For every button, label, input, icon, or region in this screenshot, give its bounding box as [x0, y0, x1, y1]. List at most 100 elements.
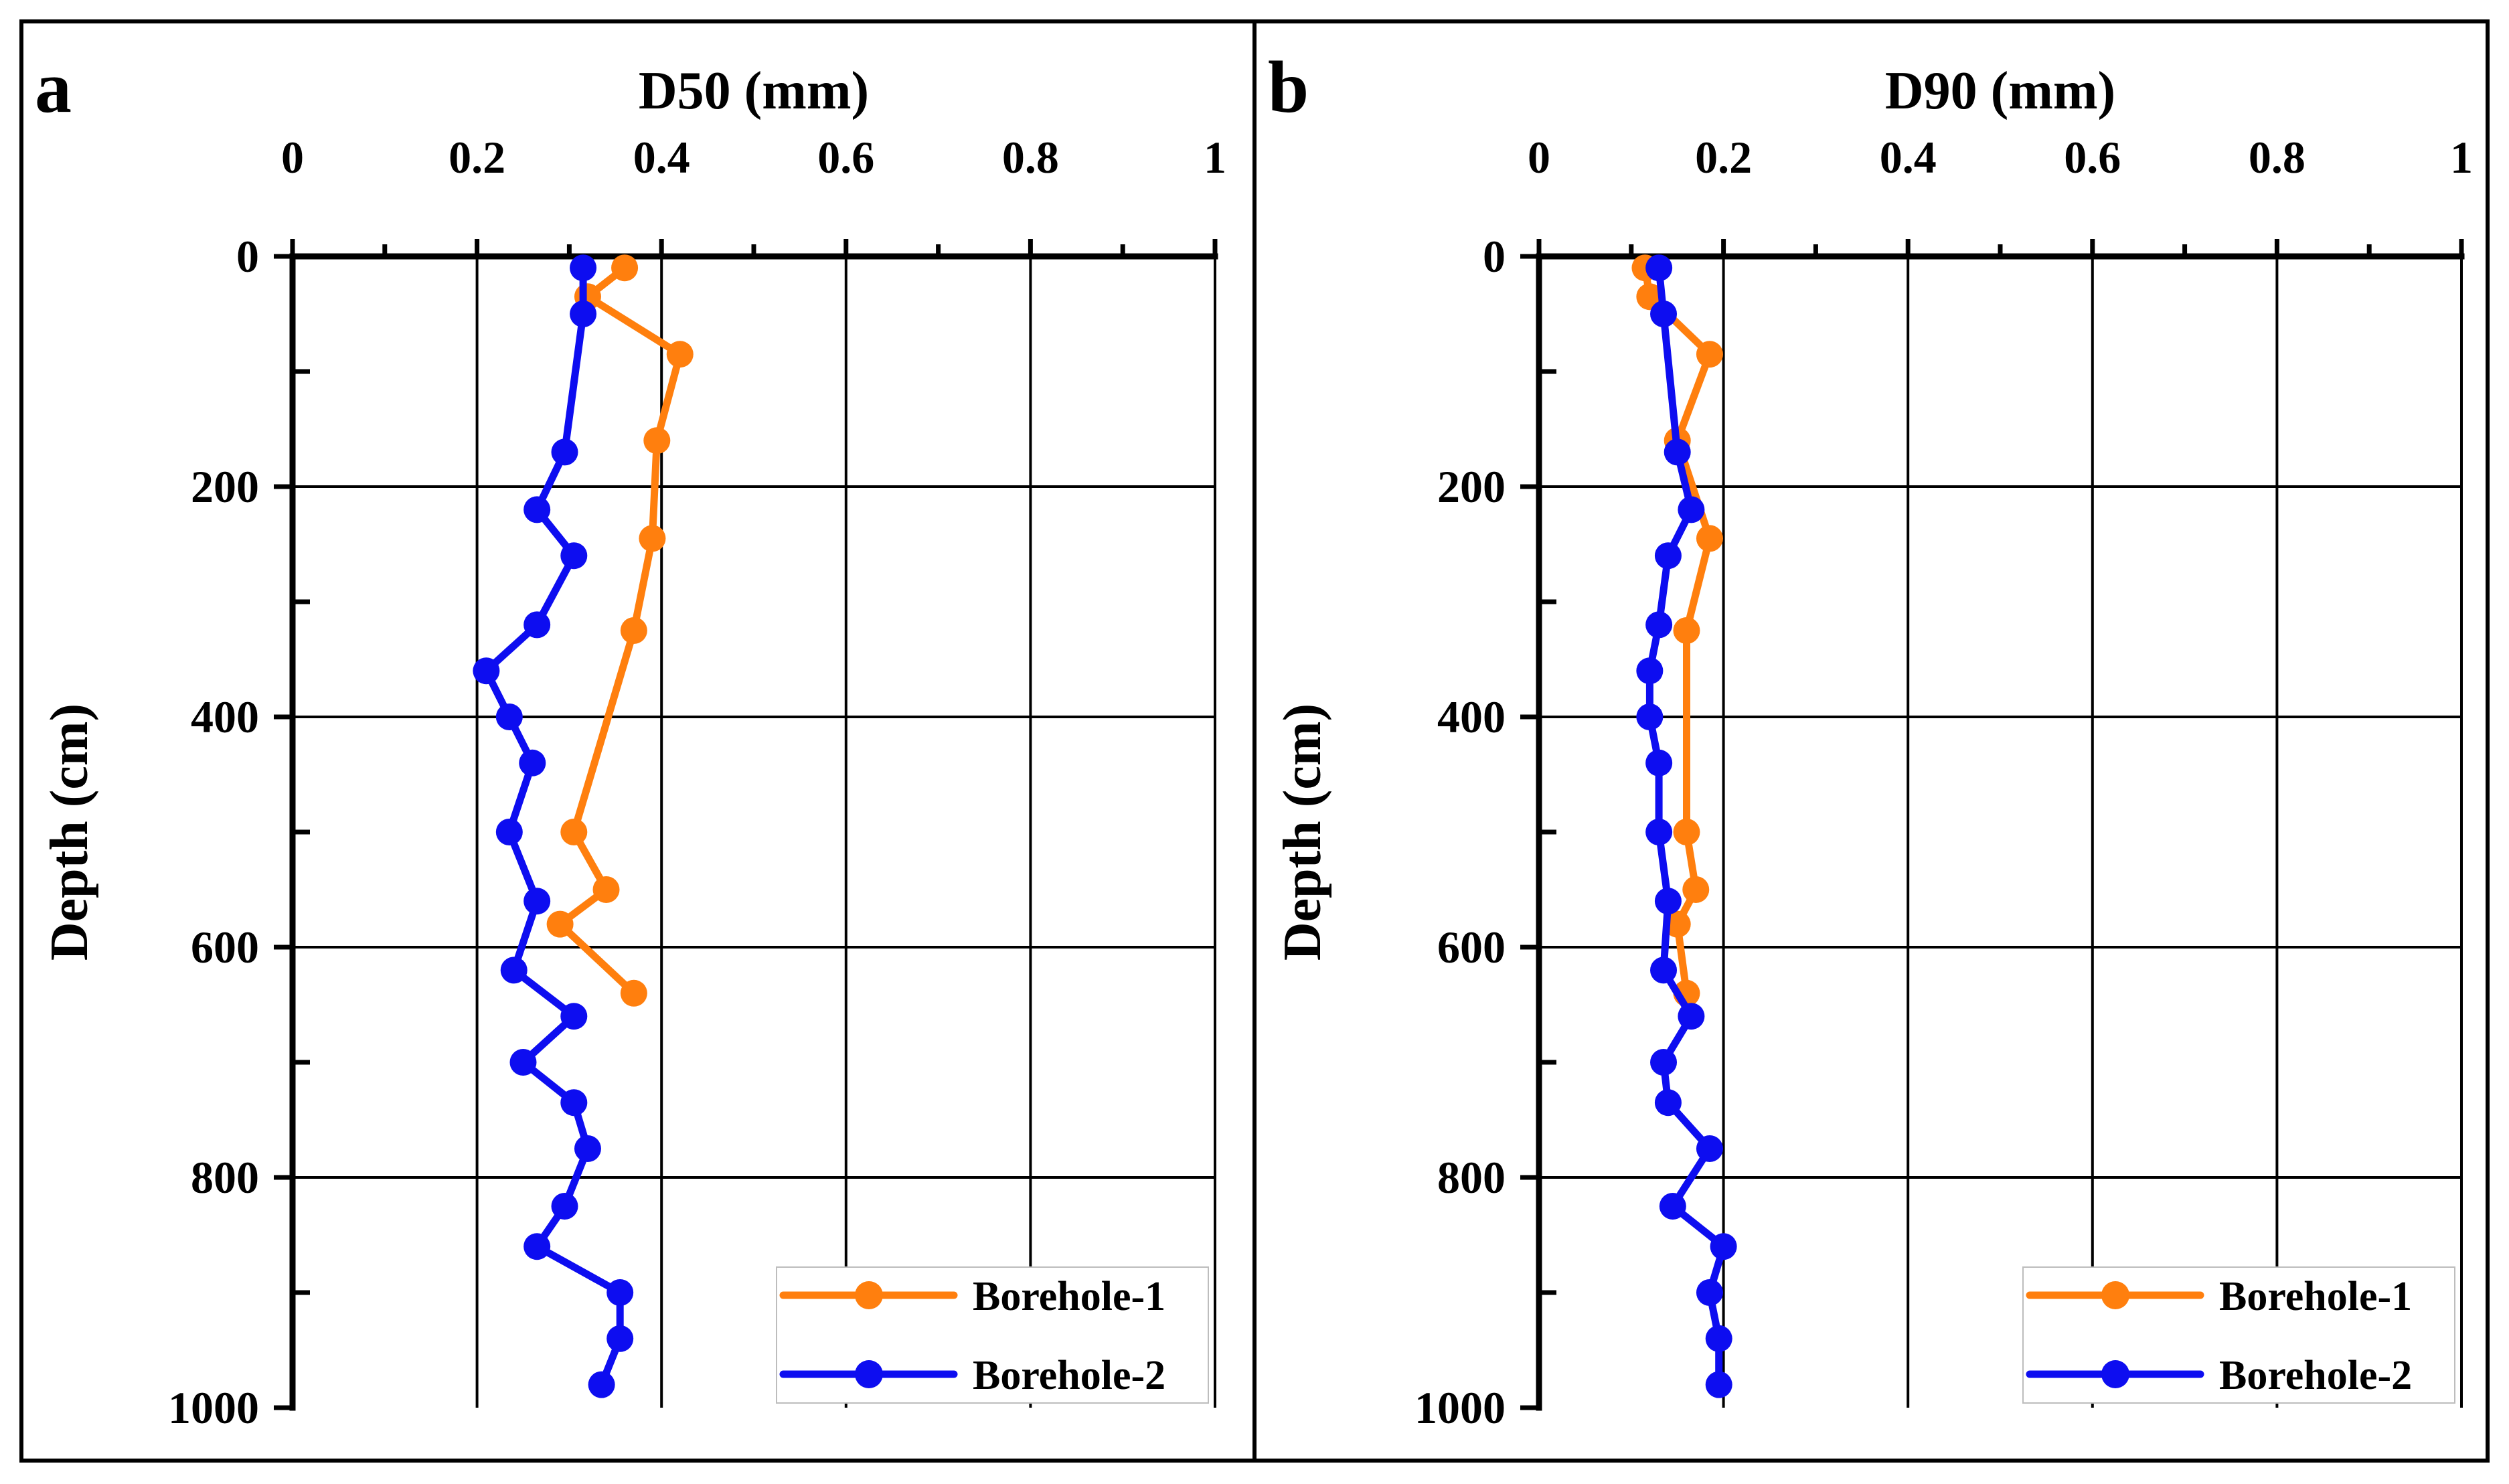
x-tick-label: 1: [2450, 132, 2473, 183]
y-tick-label: 800: [191, 1152, 259, 1203]
data-point-borehole-1: [666, 341, 694, 368]
data-point-borehole-2: [1654, 542, 1682, 570]
data-point-borehole-1: [592, 876, 620, 903]
data-point-borehole-2: [1650, 957, 1678, 984]
data-point-borehole-2: [473, 657, 500, 685]
data-point-borehole-2: [1645, 254, 1673, 282]
data-point-borehole-2: [551, 438, 578, 466]
legend-marker-borehole-2: [855, 1360, 883, 1388]
data-point-borehole-1: [1673, 617, 1700, 644]
data-point-borehole-2: [1645, 611, 1673, 639]
data-point-borehole-2: [523, 496, 551, 523]
data-point-borehole-1: [611, 254, 639, 282]
legend-box: [2022, 1266, 2455, 1404]
legend-marker-borehole-1: [855, 1281, 883, 1309]
x-axis-title: D50 (mm): [639, 62, 869, 120]
legend-marker-borehole-2: [2101, 1360, 2129, 1388]
data-point-borehole-2: [500, 957, 528, 984]
legend: Borehole-1 Borehole-2: [776, 1266, 1209, 1404]
data-point-borehole-2: [1659, 1193, 1686, 1220]
y-tick-label: 400: [191, 691, 259, 742]
legend-label-borehole-2: Borehole-2: [973, 1353, 1165, 1398]
x-tick-label: 0.8: [1002, 132, 1059, 183]
x-tick-label: 0.6: [817, 132, 874, 183]
data-point-borehole-2: [560, 1003, 588, 1030]
data-point-borehole-1: [560, 819, 588, 845]
x-tick-label: 0.4: [633, 132, 690, 183]
x-tick-label: 0.6: [2064, 132, 2121, 183]
y-tick-label: 800: [1437, 1152, 1506, 1203]
data-point-borehole-1: [1673, 819, 1700, 845]
data-point-borehole-2: [1636, 704, 1664, 730]
x-tick-label: 0.2: [449, 132, 505, 183]
y-axis-title: Depth (cm): [1273, 704, 1332, 961]
panel-a: 0 0.2 0.4 0.6 0.8 1 0 200 400 600 800 1000 a D50 (mm)…: [19, 19, 1257, 1463]
x-tick-label: 1: [1204, 132, 1226, 183]
data-point-borehole-1: [546, 910, 574, 938]
x-tick-label: 0.8: [2249, 132, 2305, 183]
data-point-borehole-2: [1636, 657, 1664, 685]
legend-label-borehole-2: Borehole-2: [2219, 1353, 2412, 1398]
x-tick-label: 0.4: [1880, 132, 1937, 183]
y-tick-label: 600: [191, 922, 259, 973]
data-point-borehole-2: [1678, 1003, 1705, 1030]
data-point-borehole-2: [570, 301, 597, 327]
x-tick-label: 0: [1528, 132, 1550, 183]
data-point-borehole-2: [1705, 1325, 1732, 1352]
data-point-borehole-2: [519, 749, 546, 776]
data-point-borehole-2: [1696, 1135, 1723, 1162]
y-tick-label: 1000: [1414, 1382, 1506, 1433]
data-point-borehole-2: [1696, 1279, 1723, 1306]
data-point-borehole-1: [620, 979, 647, 1007]
data-point-borehole-2: [606, 1279, 634, 1306]
y-axis-title: Depth (cm): [40, 704, 99, 961]
panel-label: a: [35, 46, 72, 128]
data-point-borehole-1: [639, 525, 666, 552]
data-point-borehole-2: [574, 1135, 601, 1162]
panel-b: 0 0.2 0.4 0.6 0.8 1 0 200 400 600 800 1000 b D90 (mm)…: [1252, 19, 2490, 1463]
data-point-borehole-1: [643, 427, 671, 455]
data-point-borehole-2: [495, 819, 523, 845]
y-tick-label: 200: [191, 461, 259, 512]
data-point-borehole-2: [523, 1233, 551, 1260]
legend-marker-borehole-1: [2101, 1281, 2129, 1309]
data-point-borehole-2: [560, 542, 588, 570]
data-point-borehole-2: [1678, 496, 1705, 523]
x-axis-title: D90 (mm): [1885, 62, 2115, 120]
data-point-borehole-2: [523, 888, 551, 915]
y-tick-label: 400: [1437, 691, 1506, 742]
data-point-borehole-2: [560, 1089, 588, 1117]
legend-label-borehole-1: Borehole-1: [2219, 1274, 2412, 1319]
data-point-borehole-2: [1654, 888, 1682, 915]
data-point-borehole-1: [1696, 525, 1723, 552]
data-point-borehole-1: [1682, 876, 1710, 903]
data-point-borehole-2: [509, 1049, 537, 1076]
y-tick-label: 0: [236, 231, 259, 282]
legend-label-borehole-1: Borehole-1: [973, 1274, 1165, 1319]
y-tick-label: 1000: [168, 1382, 259, 1433]
data-point-borehole-2: [1710, 1233, 1737, 1260]
panel-label: b: [1268, 46, 1309, 128]
data-point-borehole-2: [495, 704, 523, 730]
data-point-borehole-1: [620, 617, 647, 644]
data-point-borehole-2: [588, 1371, 615, 1398]
x-tick-label: 0: [281, 132, 304, 183]
x-tick-label: 0.2: [1695, 132, 1752, 183]
data-point-borehole-2: [1664, 438, 1691, 466]
data-point-borehole-1: [1696, 341, 1723, 368]
data-point-borehole-2: [1654, 1089, 1682, 1117]
y-tick-label: 0: [1483, 231, 1506, 282]
legend-box: [776, 1266, 1209, 1404]
data-point-borehole-2: [606, 1325, 634, 1352]
series-line-borehole-1: [556, 264, 684, 997]
data-point-borehole-2: [1650, 1049, 1678, 1076]
data-point-borehole-2: [523, 611, 551, 639]
data-point-borehole-2: [1645, 819, 1673, 845]
y-tick-label: 600: [1437, 922, 1506, 973]
data-point-borehole-2: [551, 1193, 578, 1220]
panel-frame: [1252, 19, 2490, 1463]
series-line-borehole-1: [1641, 264, 1714, 997]
y-tick-label: 200: [1437, 461, 1506, 512]
data-point-borehole-2: [1645, 749, 1673, 776]
